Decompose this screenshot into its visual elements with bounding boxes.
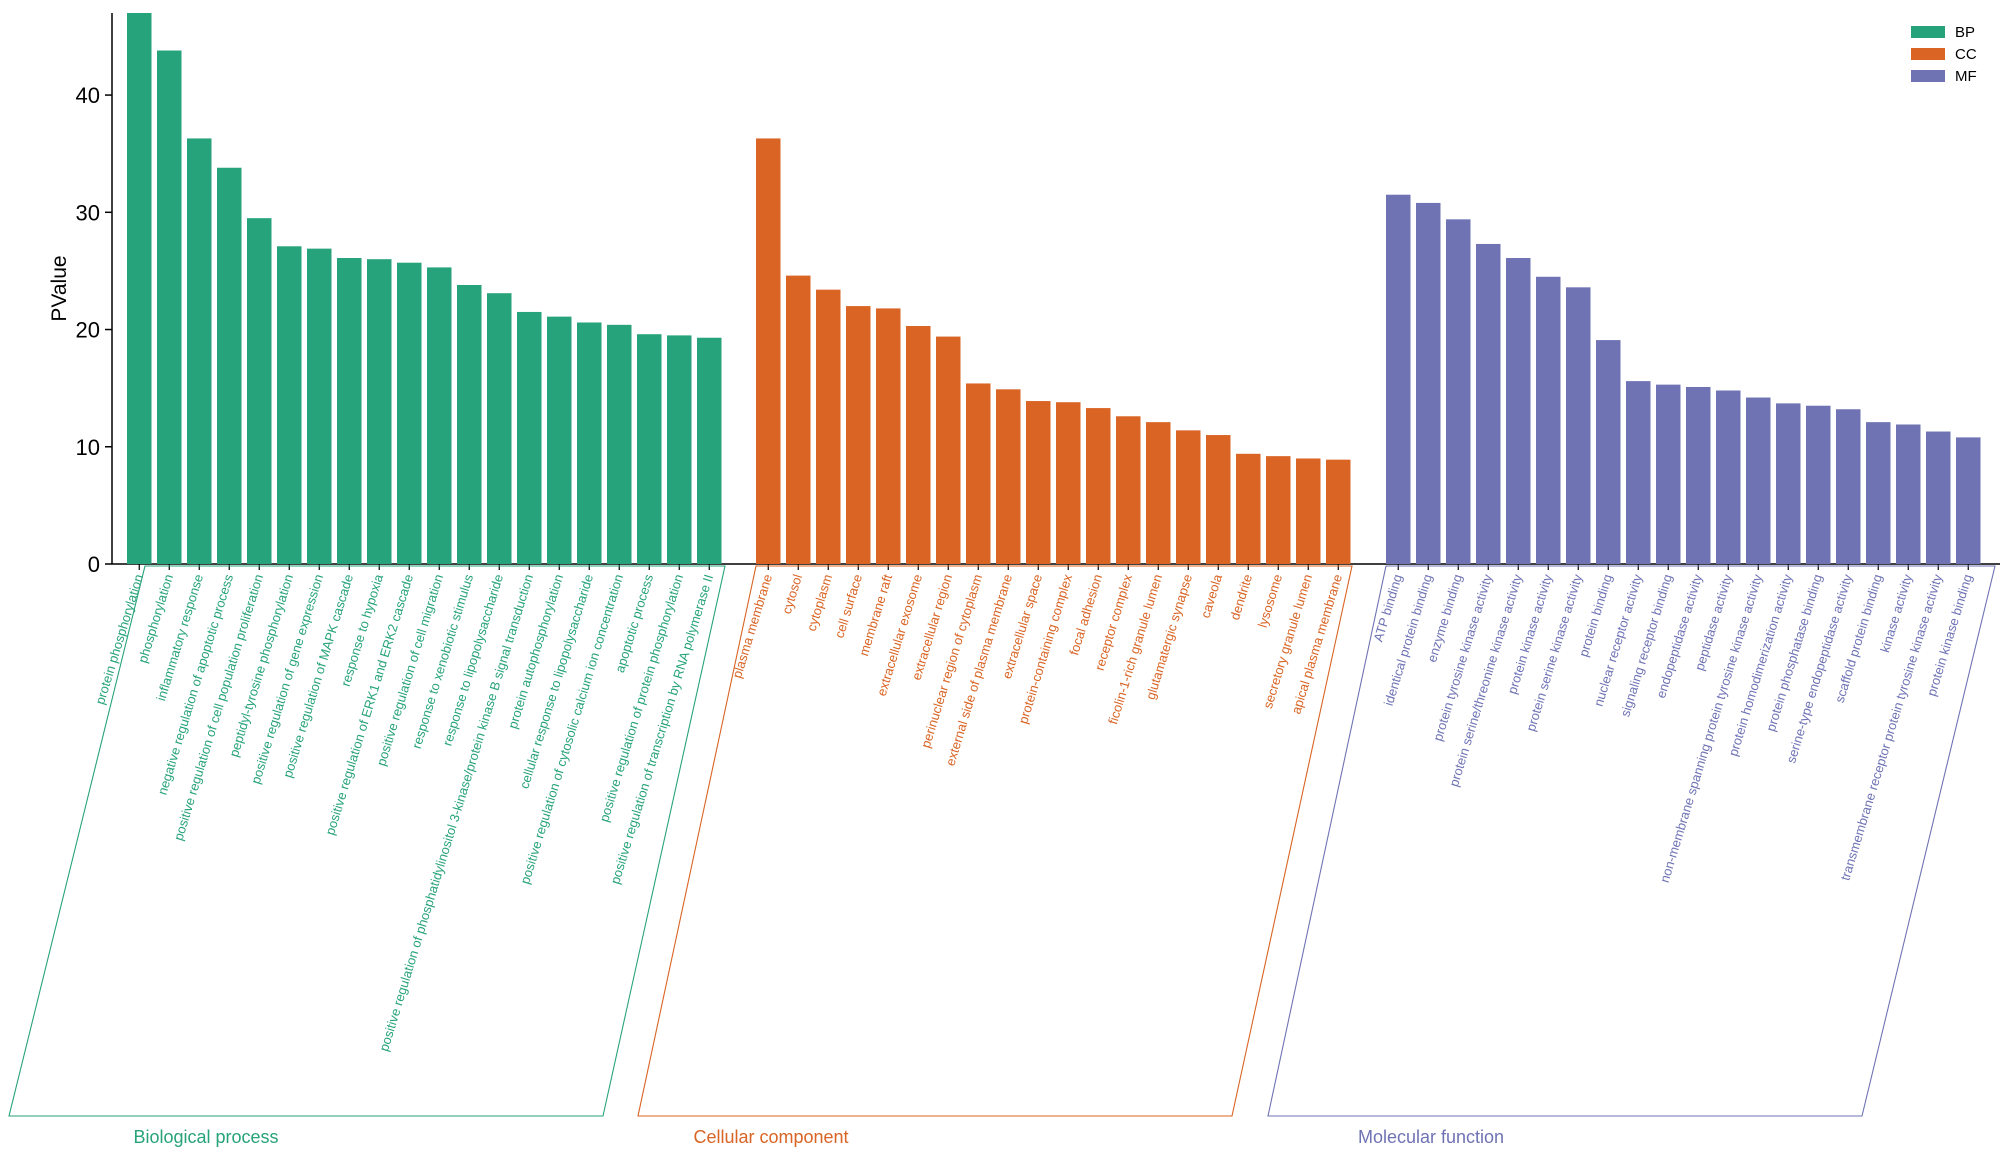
bar-cc-4 xyxy=(846,306,871,564)
bar-bp-13 xyxy=(487,293,512,564)
y-tick-label: 40 xyxy=(76,83,100,108)
legend-label-mf: MF xyxy=(1955,68,1977,85)
bar-mf-17 xyxy=(1866,422,1891,564)
bar-mf-13 xyxy=(1746,397,1771,564)
bar-bp-2 xyxy=(157,50,182,564)
bar-bp-11 xyxy=(427,267,452,564)
bar-cc-8 xyxy=(966,383,991,564)
category-label-bp: positive regulation of phosphatidylinosi… xyxy=(376,572,536,1053)
bar-cc-19 xyxy=(1296,458,1321,564)
category-label-cc: lysosome xyxy=(1255,572,1285,629)
category-label-cc: dendrite xyxy=(1227,572,1255,621)
bar-mf-12 xyxy=(1716,390,1741,564)
bar-bp-10 xyxy=(397,262,422,564)
bar-bp-9 xyxy=(367,259,392,564)
bar-bp-4 xyxy=(217,167,242,564)
bar-mf-18 xyxy=(1896,424,1921,564)
bar-mf-9 xyxy=(1626,381,1651,564)
bar-cc-18 xyxy=(1266,456,1291,564)
legend-label-bp: BP xyxy=(1955,24,1975,41)
bar-mf-20 xyxy=(1956,437,1981,564)
bar-bp-5 xyxy=(247,218,272,564)
bar-mf-14 xyxy=(1776,403,1801,564)
group-title-cc: Cellular component xyxy=(693,1127,848,1147)
y-axis: 0 10 20 30 40 PValue xyxy=(48,13,2000,577)
category-label-cc: caveola xyxy=(1198,572,1226,620)
bar-bp-16 xyxy=(577,322,602,564)
bar-bp-20 xyxy=(697,337,722,564)
bar-bp-17 xyxy=(607,324,632,564)
bar-cc-20 xyxy=(1326,459,1351,564)
bar-bp-3 xyxy=(187,138,212,564)
bar-bp-19 xyxy=(667,335,692,564)
group-title-bp: Biological process xyxy=(133,1127,278,1147)
legend-swatch-bp xyxy=(1911,26,1945,38)
bar-bp-14 xyxy=(517,311,542,564)
bracket-mf xyxy=(1267,565,1996,1117)
bar-bp-7 xyxy=(307,248,332,564)
bar-cc-10 xyxy=(1026,401,1051,564)
bar-bp-15 xyxy=(547,316,572,564)
bar-bp-1 xyxy=(127,13,152,564)
bar-cc-6 xyxy=(906,326,931,564)
y-tick-label: 20 xyxy=(76,318,100,343)
bar-bp-18 xyxy=(637,334,662,564)
group-titles: Biological process Cellular component Mole… xyxy=(133,1127,1504,1147)
category-label-cc: cytosol xyxy=(779,572,805,615)
bars xyxy=(127,13,1981,565)
y-tick-label: 10 xyxy=(76,435,100,460)
group-brackets xyxy=(8,565,1996,1117)
bar-bp-12 xyxy=(457,284,482,564)
bracket-cc xyxy=(637,565,1353,1117)
bracket-bp xyxy=(8,565,726,1117)
bar-mf-15 xyxy=(1806,405,1831,564)
bar-mf-19 xyxy=(1926,431,1951,564)
bar-cc-16 xyxy=(1206,435,1231,564)
y-axis-title: PValue xyxy=(48,255,71,321)
bar-cc-3 xyxy=(816,289,841,564)
bar-cc-13 xyxy=(1116,416,1141,564)
y-tick-label: 0 xyxy=(88,552,100,577)
legend-swatch-mf xyxy=(1911,70,1945,82)
category-label-cc: cell surface xyxy=(832,572,866,639)
y-tick-label: 30 xyxy=(76,200,100,225)
bar-mf-16 xyxy=(1836,409,1861,564)
bar-cc-1 xyxy=(756,138,781,564)
bar-mf-11 xyxy=(1686,386,1711,564)
bar-bp-6 xyxy=(277,246,302,564)
legend: BP CC MF xyxy=(1911,24,1977,85)
group-title-mf: Molecular function xyxy=(1358,1127,1504,1147)
category-label-mf: ATP binding xyxy=(1370,572,1405,643)
bar-mf-7 xyxy=(1566,287,1591,564)
bar-cc-7 xyxy=(936,336,961,564)
category-labels: protein phosphorylationphosphorylationin… xyxy=(92,564,1975,1053)
bar-mf-5 xyxy=(1506,258,1531,564)
bar-cc-5 xyxy=(876,308,901,564)
bar-cc-15 xyxy=(1176,430,1201,564)
bar-cc-17 xyxy=(1236,453,1261,564)
bar-mf-2 xyxy=(1416,202,1441,565)
bar-bp-8 xyxy=(337,258,362,564)
category-label-cc: plasma membrane xyxy=(729,572,775,679)
bar-cc-12 xyxy=(1086,408,1111,564)
bar-mf-1 xyxy=(1386,194,1411,564)
bar-cc-14 xyxy=(1146,422,1171,564)
bar-cc-9 xyxy=(996,389,1021,564)
bar-cc-2 xyxy=(786,275,811,564)
legend-swatch-cc xyxy=(1911,48,1945,60)
legend-label-cc: CC xyxy=(1955,46,1977,63)
bar-cc-11 xyxy=(1056,402,1081,564)
bar-mf-8 xyxy=(1596,340,1621,564)
bar-mf-6 xyxy=(1536,276,1561,564)
bar-mf-10 xyxy=(1656,384,1681,564)
bar-mf-3 xyxy=(1446,219,1471,564)
bar-mf-4 xyxy=(1476,243,1501,565)
category-label-cc: cytoplasm xyxy=(804,572,835,632)
